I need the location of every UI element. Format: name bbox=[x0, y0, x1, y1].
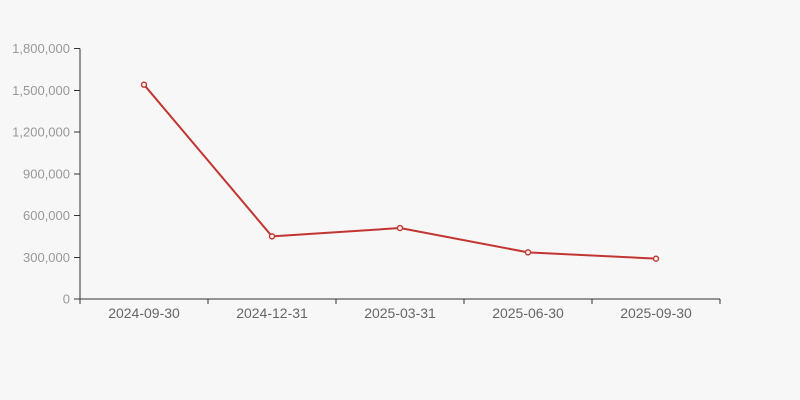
y-axis-label: 1,200,000 bbox=[12, 125, 70, 140]
y-axis-label: 600,000 bbox=[23, 208, 70, 223]
data-point-marker[interactable] bbox=[396, 224, 404, 232]
data-point-marker[interactable] bbox=[652, 255, 660, 262]
axis-lines bbox=[79, 48, 720, 300]
x-axis-label: 2025-03-31 bbox=[364, 305, 436, 321]
data-point-marker[interactable] bbox=[140, 81, 148, 88]
x-axis-label: 2025-06-30 bbox=[492, 305, 564, 321]
y-axis-label: 900,000 bbox=[23, 166, 70, 181]
series-line bbox=[143, 83, 657, 260]
y-axis-label: 300,000 bbox=[23, 250, 70, 265]
y-axis-label: 0 bbox=[63, 292, 70, 307]
x-axis-label: 2024-09-30 bbox=[108, 305, 180, 321]
data-point-marker[interactable] bbox=[524, 249, 532, 256]
y-axis-label: 1,500,000 bbox=[12, 83, 70, 98]
x-axis-label: 2024-12-31 bbox=[236, 305, 308, 321]
y-axis-label: 1,800,000 bbox=[12, 41, 70, 56]
x-axis-label: 2025-09-30 bbox=[620, 305, 692, 321]
data-point-marker[interactable] bbox=[268, 233, 276, 240]
